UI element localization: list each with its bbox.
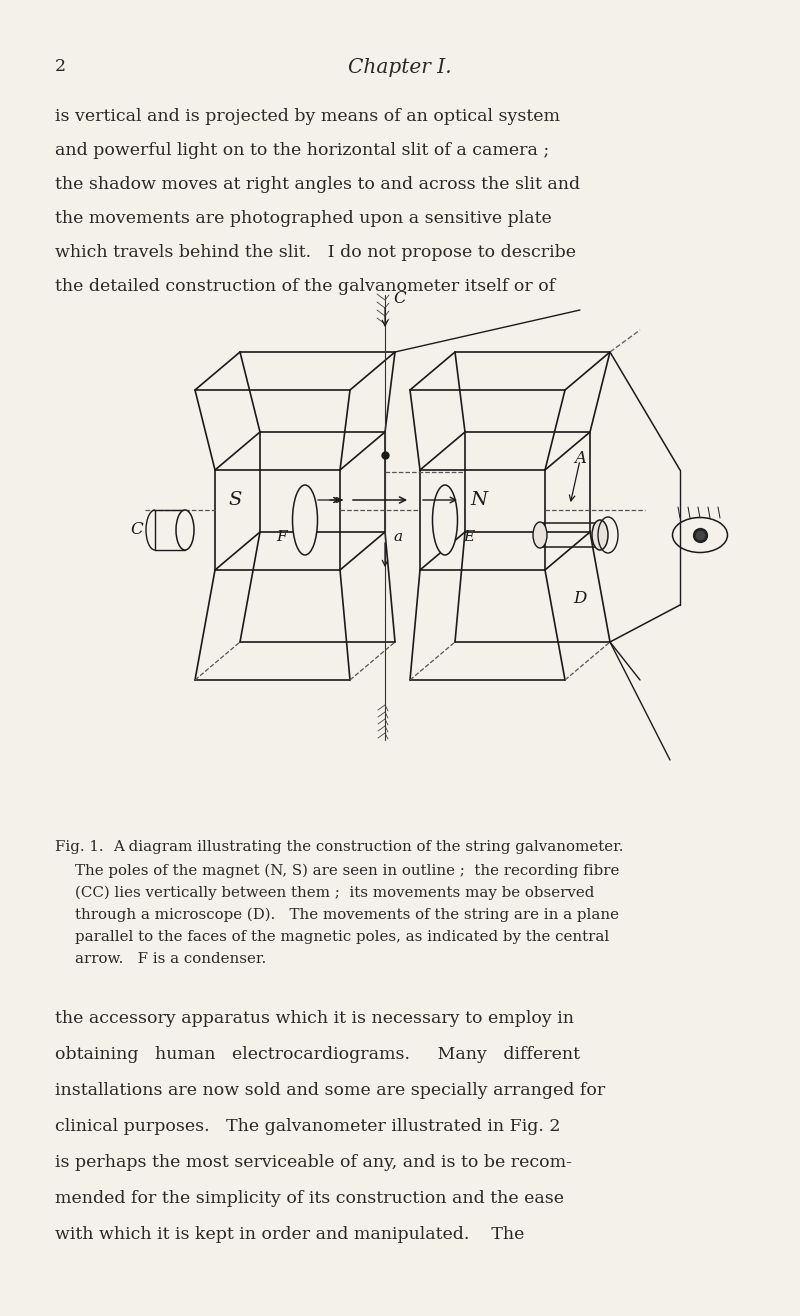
Text: installations are now sold and some are specially arranged for: installations are now sold and some are … — [55, 1082, 606, 1099]
Text: is vertical and is projected by means of an optical system: is vertical and is projected by means of… — [55, 108, 560, 125]
Ellipse shape — [176, 511, 194, 550]
Text: clinical purposes.   The galvanometer illustrated in Fig. 2: clinical purposes. The galvanometer illu… — [55, 1119, 561, 1134]
Text: and powerful light on to the horizontal slit of a camera ;: and powerful light on to the horizontal … — [55, 142, 550, 159]
Ellipse shape — [433, 486, 458, 555]
Text: is perhaps the most serviceable of any, and is to be recom-: is perhaps the most serviceable of any, … — [55, 1154, 572, 1171]
Text: the detailed construction of the galvanometer itself or of: the detailed construction of the galvano… — [55, 278, 555, 295]
Text: F: F — [276, 530, 287, 544]
Text: the accessory apparatus which it is necessary to employ in: the accessory apparatus which it is nece… — [55, 1009, 574, 1026]
Text: The poles of the magnet (N, S) are seen in outline ;  the recording fibre: The poles of the magnet (N, S) are seen … — [75, 865, 619, 878]
Text: mended for the simplicity of its construction and the ease: mended for the simplicity of its constru… — [55, 1190, 564, 1207]
Text: which travels behind the slit.   I do not propose to describe: which travels behind the slit. I do not … — [55, 243, 576, 261]
Text: Fig. 1.: Fig. 1. — [55, 840, 104, 854]
Text: C: C — [393, 290, 406, 307]
Text: through a microscope (D).   The movements of the string are in a plane: through a microscope (D). The movements … — [75, 908, 619, 923]
Text: S: S — [229, 491, 242, 509]
Ellipse shape — [293, 486, 318, 555]
Text: A diagram illustrating the construction of the string galvanometer.: A diagram illustrating the construction … — [113, 840, 623, 854]
Text: E: E — [463, 530, 474, 544]
Text: arrow.   F is a condenser.: arrow. F is a condenser. — [75, 951, 266, 966]
Text: the movements are photographed upon a sensitive plate: the movements are photographed upon a se… — [55, 211, 552, 226]
Text: with which it is kept in order and manipulated.    The: with which it is kept in order and manip… — [55, 1227, 524, 1244]
Text: D: D — [574, 590, 586, 607]
Text: the shadow moves at right angles to and across the slit and: the shadow moves at right angles to and … — [55, 176, 580, 193]
Text: obtaining   human   electrocardiograms.     Many   different: obtaining human electrocardiograms. Many… — [55, 1046, 580, 1063]
Text: C: C — [130, 521, 143, 538]
Ellipse shape — [592, 520, 608, 550]
Text: (CC) lies vertically between them ;  its movements may be observed: (CC) lies vertically between them ; its … — [75, 886, 594, 900]
Text: 2: 2 — [55, 58, 66, 75]
Text: N: N — [470, 491, 487, 509]
Text: A: A — [574, 450, 586, 467]
Ellipse shape — [533, 522, 547, 547]
Text: Chapter I.: Chapter I. — [348, 58, 452, 78]
Text: parallel to the faces of the magnetic poles, as indicated by the central: parallel to the faces of the magnetic po… — [75, 930, 610, 944]
Text: a: a — [393, 530, 402, 544]
